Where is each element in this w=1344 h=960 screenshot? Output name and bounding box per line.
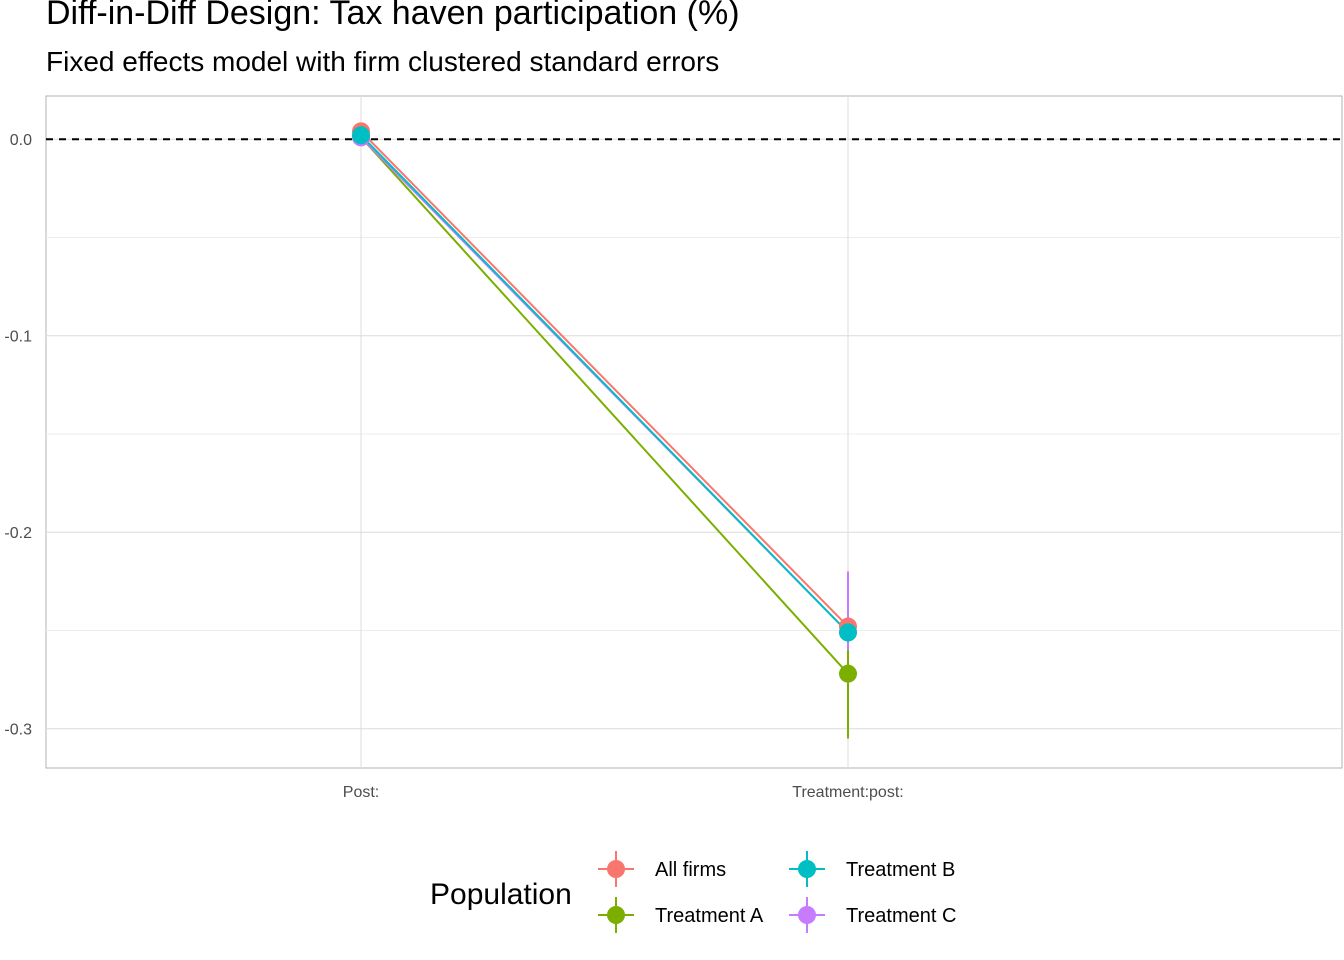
legend: Population All firms Treatment A Treatment … bbox=[430, 851, 956, 933]
data-point bbox=[839, 664, 857, 683]
y-tick-label: 0.0 bbox=[10, 132, 32, 149]
chart-subtitle: Fixed effects model with firm clustered … bbox=[46, 46, 720, 77]
legend-label: All firms bbox=[655, 859, 726, 881]
legend-item: All firms bbox=[598, 851, 726, 887]
data-point bbox=[839, 623, 857, 642]
chart-title: Diff-in-Diff Design: Tax haven participa… bbox=[46, 0, 740, 32]
y-tick-label: -0.3 bbox=[4, 722, 32, 739]
legend-label: Treatment B bbox=[846, 859, 955, 881]
legend-key-point bbox=[607, 906, 625, 924]
y-axis: 0.0 -0.1 -0.2 -0.3 bbox=[4, 132, 32, 738]
panel-border bbox=[45, 95, 1343, 769]
legend-key-point bbox=[798, 860, 816, 878]
grid-lines bbox=[46, 96, 1342, 768]
series-lines bbox=[360, 130, 849, 675]
legend-label: Treatment A bbox=[655, 905, 764, 927]
y-tick-label: -0.1 bbox=[4, 329, 32, 346]
legend-item: Treatment A bbox=[598, 897, 764, 933]
legend-key-point bbox=[607, 860, 625, 878]
y-tick-label: -0.2 bbox=[4, 525, 32, 542]
legend-item: Treatment C bbox=[789, 897, 956, 933]
legend-key-point bbox=[798, 906, 816, 924]
x-tick-label: Post: bbox=[343, 784, 379, 801]
x-tick-label: Treatment:post: bbox=[792, 784, 903, 801]
plot-panel bbox=[45, 95, 1343, 769]
x-axis: Post: Treatment:post: bbox=[343, 784, 904, 801]
data-points bbox=[352, 122, 857, 683]
series-line bbox=[360, 136, 849, 675]
legend-title: Population bbox=[430, 878, 572, 911]
legend-label: Treatment C bbox=[846, 905, 956, 927]
series-line bbox=[360, 134, 849, 634]
legend-item: Treatment B bbox=[789, 851, 955, 887]
data-point bbox=[352, 126, 370, 145]
series-line bbox=[360, 130, 849, 628]
